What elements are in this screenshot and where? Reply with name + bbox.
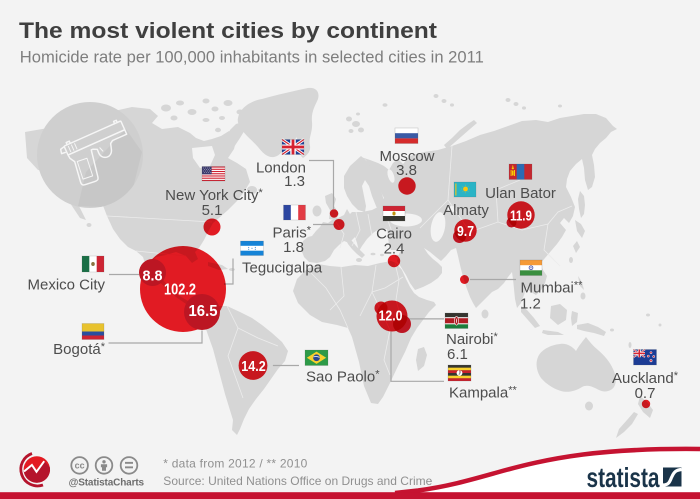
svg-text:Tegucigalpa: Tegucigalpa	[242, 260, 323, 277]
svg-text:0.7: 0.7	[635, 385, 656, 402]
svg-text:London: London	[256, 160, 306, 177]
svg-text:@StatistaCharts: @StatistaCharts	[69, 478, 145, 489]
svg-text:14.2: 14.2	[241, 358, 266, 375]
svg-text:statista: statista	[587, 462, 660, 493]
svg-text:Ulan Bator: Ulan Bator	[485, 185, 556, 202]
svg-text:6.1: 6.1	[447, 346, 468, 363]
svg-text:Mexico City: Mexico City	[27, 277, 105, 294]
svg-text:Auckland*: Auckland*	[612, 370, 679, 387]
svg-text:Source: United Nations Office: Source: United Nations Office on Drugs a…	[163, 474, 432, 488]
svg-text:16.5: 16.5	[189, 303, 218, 320]
svg-text:Cairo: Cairo	[376, 226, 412, 243]
svg-text:Paris*: Paris*	[273, 225, 312, 242]
svg-text:Kampala**: Kampala**	[449, 385, 517, 402]
svg-text:2.4: 2.4	[384, 240, 405, 257]
svg-text:1.3: 1.3	[284, 173, 305, 190]
svg-text:Mumbai**: Mumbai**	[521, 280, 584, 297]
svg-text:1.2: 1.2	[520, 296, 541, 313]
svg-text:9.7: 9.7	[457, 223, 474, 240]
svg-text:Bogotá*: Bogotá*	[53, 341, 106, 358]
svg-text:3.8: 3.8	[396, 162, 417, 179]
svg-text:102.2: 102.2	[164, 282, 196, 299]
svg-text:Sao Paolo*: Sao Paolo*	[306, 369, 380, 386]
svg-text:11.9: 11.9	[510, 208, 532, 225]
svg-text:1.8: 1.8	[283, 239, 304, 256]
svg-text:5.1: 5.1	[202, 202, 223, 219]
svg-text:Almaty: Almaty	[443, 202, 489, 219]
svg-text:Nairobi*: Nairobi*	[446, 331, 499, 348]
svg-text:* data from 2012 / ** 2010: * data from 2012 / ** 2010	[163, 456, 307, 470]
svg-text:Moscow: Moscow	[379, 148, 434, 165]
svg-text:8.8: 8.8	[143, 268, 163, 285]
svg-text:cc: cc	[75, 461, 85, 471]
svg-text:Homicide rate per 100,000 inha: Homicide rate per 100,000 inhabitants in…	[20, 48, 484, 66]
svg-text:12.0: 12.0	[379, 308, 403, 325]
svg-text:The most violent cities by con: The most violent cities by continent	[19, 18, 438, 43]
svg-text:New York City*: New York City*	[165, 187, 263, 204]
